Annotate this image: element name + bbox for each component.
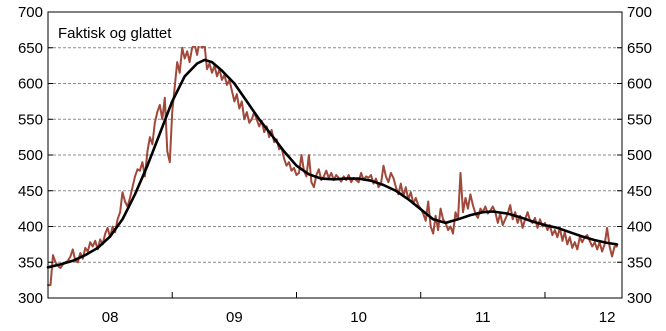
series-line-faktisk: [47, 39, 618, 287]
y-tick-label-left: 700: [18, 4, 43, 21]
y-tick-label-right: 450: [627, 183, 652, 200]
y-tick-label-left: 650: [18, 40, 43, 57]
y-tick-label-left: 350: [18, 254, 43, 271]
y-tick-label-right: 650: [627, 40, 652, 57]
y-tick-label-right: 700: [627, 4, 652, 21]
legend-box: Faktisk og glattet: [52, 16, 216, 46]
x-tick-label: 12: [599, 309, 616, 326]
x-tick-label: 08: [102, 309, 119, 326]
y-tick-label-left: 450: [18, 183, 43, 200]
y-tick-label-right: 300: [627, 290, 652, 307]
y-tick-label-right: 400: [627, 219, 652, 236]
legend-background: [52, 16, 216, 46]
series-line-glattet: [46, 58, 619, 269]
x-tick-label: 10: [350, 309, 367, 326]
y-tick-label-left: 600: [18, 76, 43, 93]
y-tick-label-left: 550: [18, 111, 43, 128]
legend-annotation: Faktisk og glattet: [58, 25, 172, 42]
y-tick-label-right: 600: [627, 76, 652, 93]
series-group: [46, 39, 619, 287]
gridlines: [48, 11, 622, 263]
axes: 300 300 350 350 400 400 450 450 500 500 550 550 600 6…: [18, 4, 652, 326]
y-tick-label-right: 350: [627, 254, 652, 271]
x-tick-label: 11: [475, 309, 491, 326]
y-tick-label-left: 300: [18, 290, 43, 307]
y-tick-label-left: 400: [18, 219, 43, 236]
y-tick-label-right: 500: [627, 147, 652, 164]
x-tick-label: 09: [226, 309, 243, 326]
y-tick-label-left: 500: [18, 147, 43, 164]
y-tick-label-right: 550: [627, 111, 652, 128]
